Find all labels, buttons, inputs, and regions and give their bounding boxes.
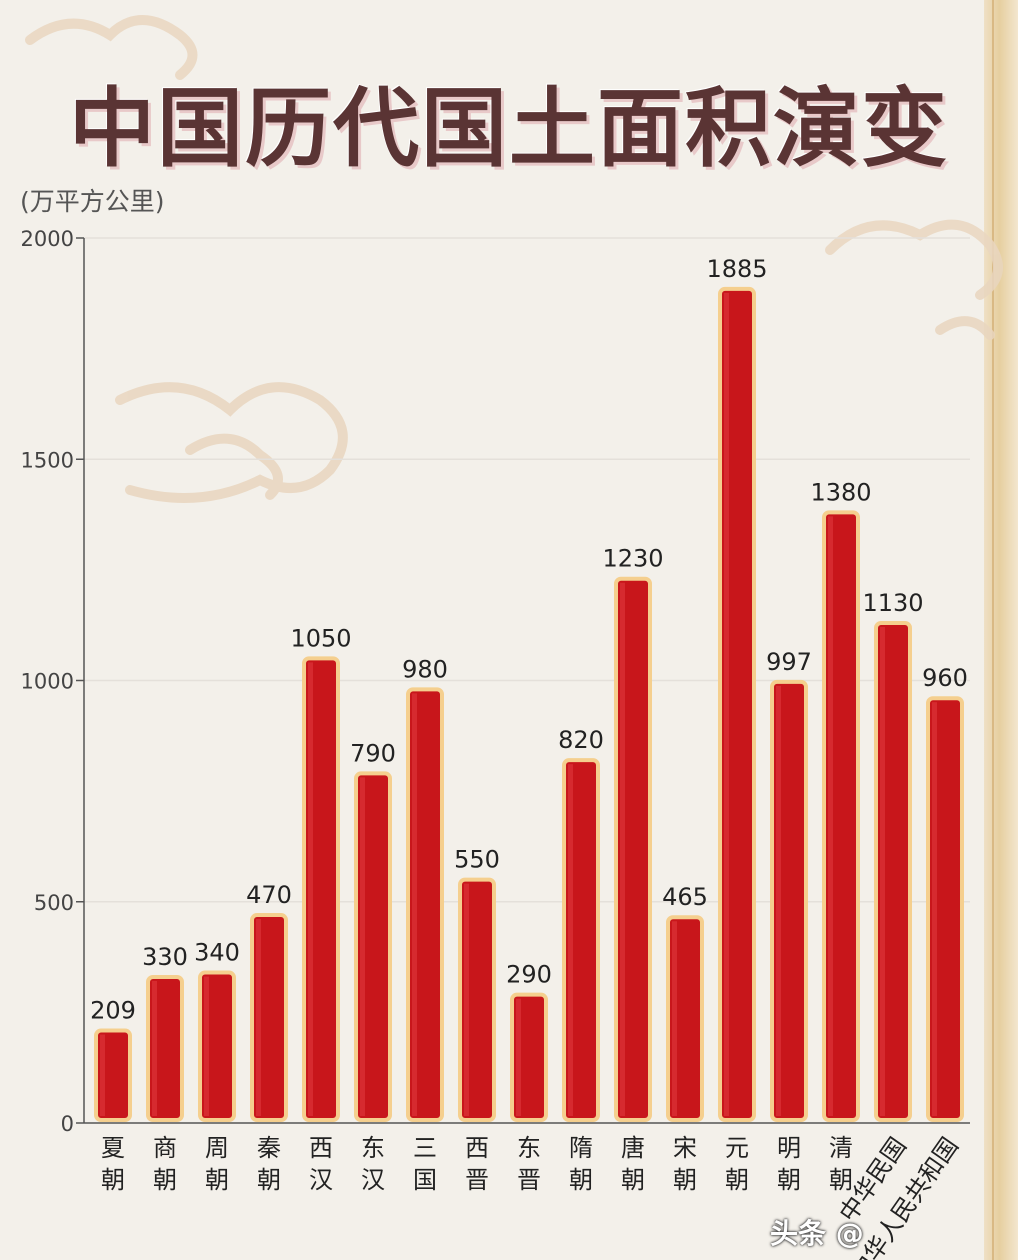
- bar-highlight: [932, 702, 937, 1116]
- x-tick-label: 周朝: [205, 1134, 229, 1194]
- x-tick-label: 清朝: [829, 1134, 853, 1194]
- data-label: 820: [558, 726, 604, 754]
- bar-highlight: [776, 685, 781, 1116]
- bar-highlight: [568, 764, 573, 1116]
- bar-highlight: [672, 921, 677, 1116]
- data-label: 1380: [810, 478, 871, 506]
- data-label: 1130: [862, 589, 923, 617]
- bar-highlight: [516, 998, 521, 1116]
- x-tick-label: 夏朝: [101, 1134, 125, 1194]
- bar-highlight: [620, 582, 625, 1116]
- bar-highlight: [204, 976, 209, 1116]
- y-tick-label: 1000: [21, 670, 74, 694]
- data-label: 470: [246, 881, 292, 909]
- x-tick-label: 秦朝: [257, 1134, 281, 1194]
- data-label: 1885: [706, 255, 767, 283]
- bar-highlight: [100, 1034, 105, 1116]
- x-tick-label: 西汉: [309, 1134, 333, 1194]
- x-tick-label: 商朝: [153, 1134, 177, 1194]
- decorative-side-rail: [984, 0, 1018, 1260]
- data-label: 997: [766, 648, 812, 676]
- data-label: 209: [90, 997, 136, 1025]
- bar-highlight: [308, 662, 313, 1116]
- x-tick-label: 东晋: [517, 1134, 541, 1194]
- bar-highlight: [360, 777, 365, 1116]
- x-tick-label: 明朝: [777, 1134, 801, 1194]
- x-tick-label: 唐朝: [621, 1134, 645, 1194]
- x-tick-label: 元朝: [725, 1134, 749, 1194]
- data-label: 290: [506, 961, 552, 989]
- y-tick-label: 1500: [21, 448, 74, 472]
- bar-highlight: [828, 516, 833, 1116]
- x-tick-label: 宋朝: [673, 1134, 697, 1194]
- data-label: 1230: [602, 545, 663, 573]
- data-label: 790: [350, 739, 396, 767]
- data-label: 960: [922, 664, 968, 692]
- bar-highlight: [152, 980, 157, 1116]
- bar-highlight: [464, 883, 469, 1116]
- data-label: 465: [662, 883, 708, 911]
- bar-highlight: [880, 626, 885, 1116]
- x-tick-label: 隋朝: [569, 1134, 593, 1194]
- decorative-rail-line: [992, 0, 994, 1260]
- cloud-icon: [25, 15, 198, 80]
- x-tick-label: 三国: [413, 1134, 437, 1194]
- data-label: 1050: [290, 624, 351, 652]
- y-tick-label: 500: [34, 891, 74, 915]
- bar-highlight: [256, 919, 261, 1116]
- x-tick-label: 东汉: [361, 1134, 385, 1194]
- data-label: 340: [194, 939, 240, 967]
- bar-highlight: [724, 292, 729, 1116]
- cloud-icon: [825, 219, 1003, 300]
- cloud-icon: [935, 316, 995, 340]
- data-label: 330: [142, 943, 188, 971]
- cloud-icon: [185, 433, 283, 500]
- data-label: 980: [402, 655, 448, 683]
- bar-highlight: [412, 693, 417, 1116]
- data-label: 550: [454, 846, 500, 874]
- y-axis-unit-label: (万平方公里): [20, 187, 165, 216]
- y-tick-label: 0: [61, 1112, 74, 1136]
- x-tick-label: 西晋: [465, 1134, 489, 1194]
- cloud-icon: [115, 382, 348, 503]
- page-title: 中国历代国土面积演变: [69, 79, 949, 179]
- y-tick-label: 2000: [21, 227, 74, 251]
- watermark-text: 头条 @: [770, 1217, 864, 1250]
